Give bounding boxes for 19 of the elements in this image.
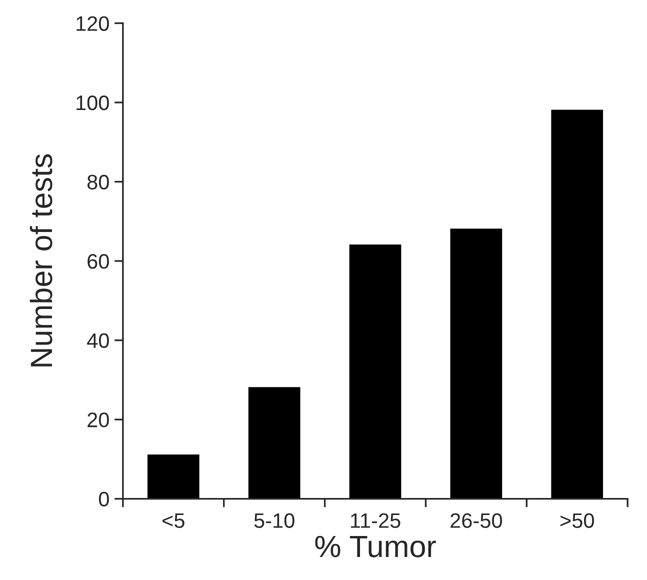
y-tick-label: 60: [88, 254, 109, 269]
bar: [450, 228, 502, 499]
y-tick-label: 20: [88, 412, 109, 428]
y-axis-title: Number of tests: [30, 154, 52, 366]
bar: [248, 387, 300, 499]
x-tick-label: 26-50: [450, 513, 502, 528]
y-tick-label: 100: [76, 95, 109, 110]
x-tick-label: >50: [560, 513, 594, 528]
y-tick-label: 40: [87, 333, 109, 348]
bar: [147, 454, 200, 499]
y-tick-label: 80: [87, 174, 109, 190]
bar: [349, 244, 402, 499]
x-tick-label: 5-10: [254, 513, 294, 528]
bar: [551, 110, 604, 499]
y-tick-label: 0: [98, 492, 109, 507]
x-axis-title: % Tumor: [315, 536, 436, 558]
y-tick-label: 120: [76, 16, 109, 31]
x-tick-label: 11-25: [350, 513, 400, 528]
x-tick-label: <5: [162, 513, 184, 528]
